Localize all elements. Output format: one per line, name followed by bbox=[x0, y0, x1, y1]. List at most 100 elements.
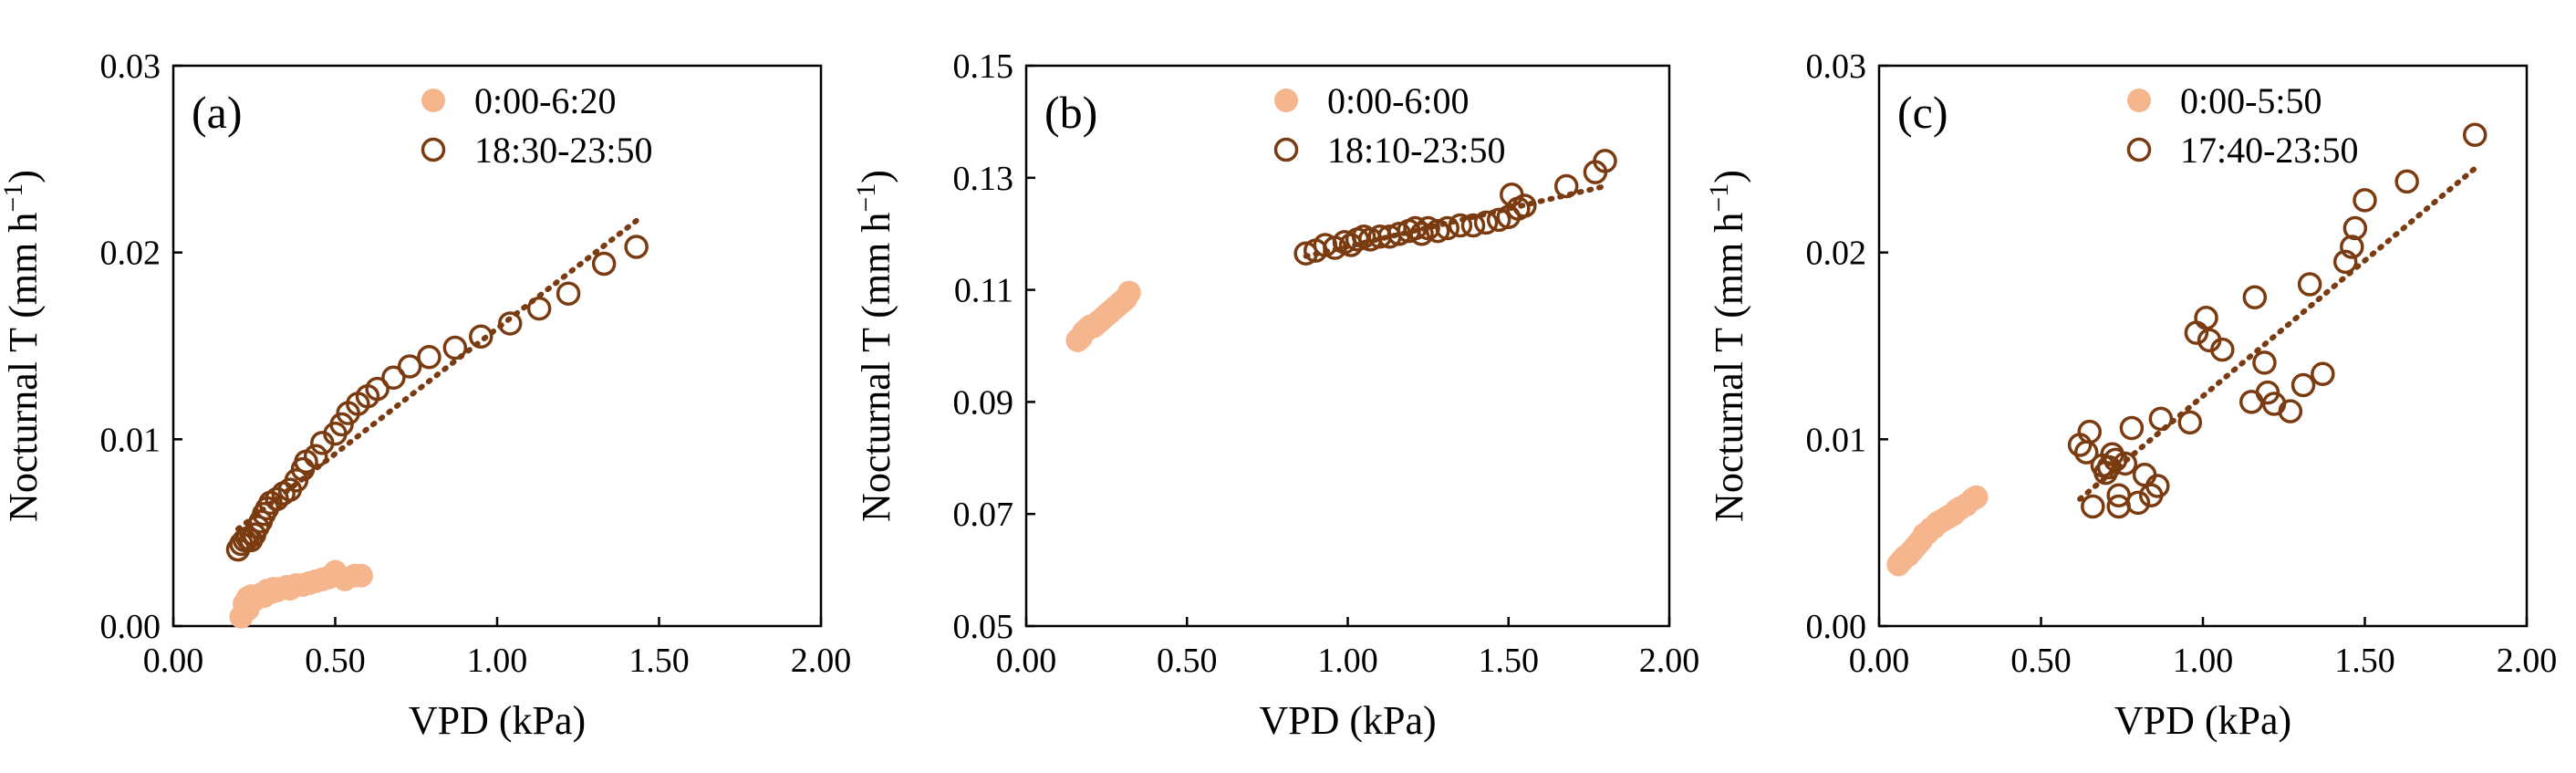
x-tick-label: 1.00 bbox=[1317, 642, 1378, 680]
data-point bbox=[1425, 218, 1450, 244]
x-axis-title: VPD (kPa) bbox=[409, 698, 586, 743]
x-tick-label: 2.00 bbox=[791, 642, 852, 680]
panel-2: 0.00 0.50 1.00 1.50 2.00 0.05 0.07 0.09 0.11 0.13… bbox=[851, 47, 1699, 743]
data-point bbox=[556, 281, 581, 306]
legend-marker bbox=[1274, 89, 1298, 112]
x-tick-label: 0.00 bbox=[1849, 642, 1910, 680]
legend-label: 0:00-6:00 bbox=[1327, 80, 1470, 121]
legend-marker bbox=[421, 137, 446, 162]
series-1 bbox=[229, 559, 373, 629]
data-point bbox=[1416, 215, 1440, 241]
data-point bbox=[1435, 215, 1460, 241]
data-point bbox=[2353, 188, 2377, 213]
data-point bbox=[2252, 350, 2277, 375]
data-point bbox=[1403, 215, 1428, 241]
data-point bbox=[442, 335, 468, 360]
y-tick-label: 0.05 bbox=[953, 608, 1014, 646]
x-tick-label: 0.50 bbox=[305, 642, 366, 680]
data-point bbox=[1460, 213, 1486, 238]
x-tick-label: 2.00 bbox=[2497, 642, 2558, 680]
legend: 0:00-6:00 18:10-23:50 bbox=[1273, 80, 1506, 171]
legend-label: 0:00-5:50 bbox=[2180, 80, 2322, 121]
y-tick-label: 0.15 bbox=[953, 47, 1014, 86]
data-point bbox=[2342, 215, 2368, 241]
legend-label: 18:10-23:50 bbox=[1327, 130, 1506, 171]
data-point bbox=[469, 324, 493, 350]
x-tick-label: 0.50 bbox=[2010, 642, 2072, 680]
data-point bbox=[303, 444, 328, 469]
legend: 0:00-6:20 18:30-23:50 bbox=[421, 80, 653, 171]
data-point bbox=[2125, 490, 2151, 516]
trendline bbox=[2077, 165, 2478, 502]
x-tick-label: 0.00 bbox=[143, 642, 204, 680]
data-point bbox=[2242, 285, 2268, 310]
data-point bbox=[2332, 249, 2358, 275]
data-point bbox=[497, 311, 523, 336]
legend-marker bbox=[2127, 89, 2151, 112]
y-axis-title: Nocturnal T (mm h−1) bbox=[851, 170, 898, 522]
y-tick-label: 0.13 bbox=[953, 160, 1014, 198]
y-tick-label: 0.02 bbox=[100, 235, 161, 273]
data-point bbox=[2145, 474, 2170, 498]
data-point bbox=[2210, 337, 2235, 362]
y-tick-label: 0.11 bbox=[954, 272, 1013, 310]
data-point bbox=[365, 376, 390, 402]
x-tick-label: 1.50 bbox=[2334, 642, 2395, 680]
y-tick-label: 0.02 bbox=[1806, 235, 1867, 273]
data-point bbox=[2081, 494, 2105, 519]
data-point bbox=[2132, 462, 2157, 487]
x-tick-label: 1.00 bbox=[467, 642, 528, 680]
legend-marker bbox=[1273, 137, 1299, 162]
trendline bbox=[235, 217, 639, 532]
series-1 bbox=[1886, 485, 1989, 577]
panel-label: (c) bbox=[1897, 87, 1948, 138]
legend-marker bbox=[2126, 137, 2152, 162]
data-point bbox=[2177, 410, 2203, 435]
x-tick-label: 0.50 bbox=[1157, 642, 1218, 680]
data-point bbox=[2096, 454, 2122, 480]
y-axis-title: Nocturnal T (mm h−1) bbox=[1704, 170, 1751, 522]
data-point bbox=[591, 251, 617, 277]
data-point bbox=[2077, 419, 2102, 444]
legend-label: 0:00-6:20 bbox=[474, 80, 617, 121]
panel-label: (a) bbox=[192, 87, 243, 138]
data-point bbox=[1117, 280, 1141, 305]
series-2 bbox=[1293, 149, 1617, 266]
data-point bbox=[2297, 272, 2322, 297]
data-point bbox=[2113, 451, 2138, 476]
x-tick-label: 2.00 bbox=[1639, 642, 1700, 680]
data-point bbox=[1964, 485, 1989, 509]
data-point bbox=[2148, 406, 2174, 432]
data-point bbox=[2194, 306, 2218, 330]
series-1 bbox=[1065, 280, 1141, 352]
y-tick-label: 0.03 bbox=[100, 47, 161, 86]
data-point bbox=[417, 345, 441, 370]
legend-marker bbox=[421, 89, 445, 112]
data-point bbox=[1448, 213, 1473, 238]
x-tick-label: 1.00 bbox=[2173, 642, 2234, 680]
y-tick-label: 0.07 bbox=[953, 496, 1014, 534]
legend: 0:00-5:50 17:40-23:50 bbox=[2126, 80, 2359, 171]
data-point bbox=[2340, 235, 2364, 259]
data-point bbox=[1293, 241, 1318, 266]
y-axis-title: Nocturnal T (mm h−1) bbox=[0, 170, 46, 522]
x-tick-label: 0.00 bbox=[996, 642, 1057, 680]
data-point bbox=[381, 365, 406, 391]
data-point bbox=[2311, 361, 2335, 386]
panel-3: 0.00 0.50 1.00 1.50 2.00 0.00 0.01 0.02 0.03 VPD … bbox=[1704, 47, 2557, 743]
data-point bbox=[2119, 415, 2145, 441]
data-point bbox=[1409, 221, 1434, 246]
data-point bbox=[526, 296, 552, 321]
data-point bbox=[2394, 169, 2419, 194]
data-point bbox=[1553, 173, 1579, 199]
legend-label: 17:40-23:50 bbox=[2180, 130, 2359, 171]
series-2 bbox=[2067, 122, 2488, 519]
y-tick-label: 0.01 bbox=[100, 421, 161, 459]
x-tick-label: 1.50 bbox=[628, 642, 690, 680]
x-axis-title: VPD (kPa) bbox=[1259, 698, 1436, 743]
y-tick-label: 0.03 bbox=[1806, 47, 1867, 86]
data-point bbox=[397, 354, 422, 379]
data-point bbox=[1593, 149, 1617, 173]
data-point bbox=[348, 563, 373, 588]
